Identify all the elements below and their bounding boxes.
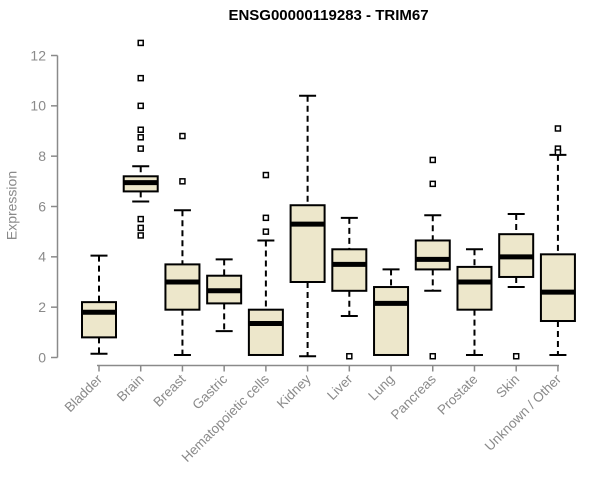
- y-tick-label: 8: [38, 148, 46, 164]
- outlier-point: [429, 156, 437, 164]
- y-tick-label: 2: [38, 299, 46, 315]
- outlier-point: [137, 134, 144, 141]
- outlier-point: [137, 232, 144, 239]
- box: [247, 308, 284, 356]
- box: [373, 286, 410, 356]
- box: [539, 253, 576, 323]
- x-tick-label-unknown-other: Unknown / Other: [482, 371, 565, 454]
- y-tick-label: 0: [38, 349, 46, 365]
- boxplot-skin: [498, 213, 535, 360]
- outlier-point: [137, 102, 144, 110]
- y-axis-label: Expression: [3, 170, 20, 241]
- boxplot-gastric: [206, 258, 243, 333]
- box: [456, 265, 493, 311]
- x-tick-label-bladder: Bladder: [62, 371, 106, 415]
- box: [289, 204, 326, 283]
- outlier-point: [137, 215, 144, 223]
- box: [164, 263, 201, 311]
- x-tick-label-pancreas: Pancreas: [388, 371, 439, 422]
- boxplot-liver: [331, 216, 368, 360]
- y-tick-label: 12: [30, 47, 46, 63]
- outlier-point: [137, 126, 144, 133]
- outlier-point: [179, 132, 186, 140]
- y-tick-label: 6: [38, 198, 46, 214]
- outlier-point: [137, 39, 144, 47]
- outlier-point: [137, 74, 144, 82]
- box: [414, 239, 451, 271]
- y-axis: 0 2 4 6 8 10 12: [30, 47, 59, 365]
- boxplot-bladder: [81, 254, 117, 355]
- outlier-point: [262, 228, 270, 235]
- x-tick-label-gastric: Gastric: [189, 371, 230, 412]
- y-tick-label: 10: [30, 98, 46, 114]
- outlier-point: [429, 352, 437, 360]
- x-tick-label-brain: Brain: [114, 372, 147, 405]
- boxplot-brain: [122, 39, 159, 239]
- outlier-point: [512, 352, 520, 360]
- boxplot-pancreas: [414, 156, 451, 360]
- x-tick-label-lung: Lung: [365, 372, 397, 404]
- boxplot-prostate: [456, 248, 493, 356]
- x-tick-label-skin: Skin: [493, 372, 522, 401]
- boxplot-kidney: [289, 94, 326, 358]
- outlier-point: [554, 125, 562, 132]
- boxplot-unknown-other: [539, 125, 576, 356]
- x-tick-label-breast: Breast: [150, 371, 188, 409]
- outlier-point: [137, 145, 144, 152]
- chart-title: ENSG00000119283 - TRIM67: [228, 7, 429, 24]
- outlier-point: [346, 352, 353, 360]
- box: [81, 301, 117, 339]
- boxplot-breast: [164, 132, 201, 356]
- x-tick-label-liver: Liver: [324, 371, 356, 403]
- x-tick-label-kidney: Kidney: [274, 371, 314, 411]
- boxplot-hematopoietic-cells: [247, 171, 284, 356]
- outlier-point: [262, 171, 270, 179]
- outlier-point: [137, 224, 144, 232]
- outlier-point: [554, 149, 562, 156]
- box: [331, 248, 368, 292]
- outlier-point: [179, 178, 186, 185]
- outlier-point: [429, 180, 437, 188]
- y-tick-label: 4: [38, 249, 46, 265]
- x-tick-label-prostate: Prostate: [434, 372, 480, 418]
- boxplot-lung: [373, 268, 410, 356]
- outlier-point: [262, 214, 270, 222]
